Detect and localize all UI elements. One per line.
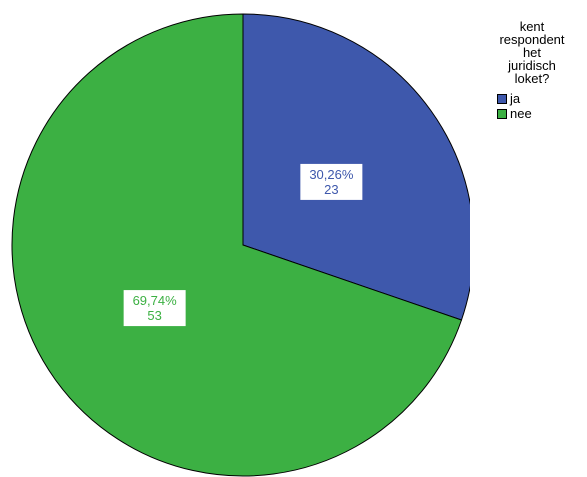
slice-label-nee: 69,74%53 [123, 290, 186, 327]
legend-label: nee [510, 106, 532, 121]
slice-label-box [300, 163, 363, 200]
legend-title: kent respondent het juridisch loket? [499, 19, 565, 86]
pie-slice-labels: 30,26%23 69,74%53 [123, 163, 363, 327]
legend-swatch [497, 108, 507, 119]
legend-item-ja: ja [497, 91, 582, 106]
legend-item-nee: nee [497, 106, 582, 121]
legend-label: ja [510, 91, 521, 106]
legend: kent respondent het juridisch loket? ja n… [482, 20, 582, 121]
slice-label-ja: 30,26%23 [300, 163, 363, 200]
slice-percent-label: 69,74% [133, 293, 178, 308]
legend-items: ja nee [497, 91, 582, 121]
pie-slices [11, 13, 470, 477]
slice-count-label: 23 [324, 182, 338, 197]
slice-percent-label: 30,26% [309, 167, 354, 182]
slice-label-box [123, 290, 186, 327]
pie-svg: 30,26%23 69,74%53 [11, 13, 470, 477]
slice-count-label: 53 [147, 308, 161, 323]
pie-slice-nee [11, 13, 463, 477]
legend-swatch [497, 93, 507, 104]
